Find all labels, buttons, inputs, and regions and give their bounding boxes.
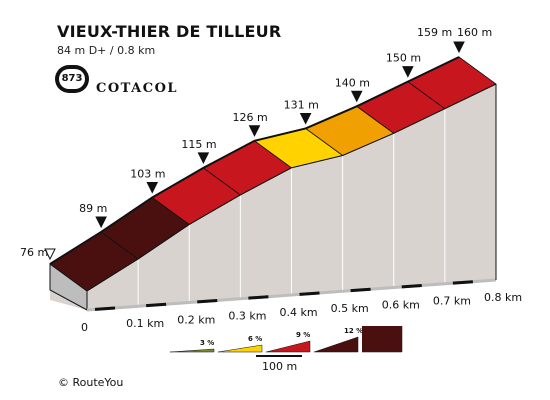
cotacol-badge: 873 <box>55 65 89 93</box>
legend-label: 3 % <box>200 339 214 347</box>
elevation-label: 159 m <box>417 26 452 39</box>
km-base-marker <box>94 306 116 311</box>
km-base-marker <box>146 302 167 308</box>
legend-swatch <box>313 336 359 353</box>
x-tick-label: 0.8 km <box>484 291 522 304</box>
legend-scale-label: 100 m <box>262 360 297 373</box>
elevation-marker <box>44 248 56 261</box>
elevation-label: 160 m <box>457 26 492 39</box>
km-base-marker <box>452 280 473 285</box>
km-base-marker <box>401 283 422 289</box>
x-tick-label: 0.2 km <box>177 313 215 326</box>
elevation-label: 103 m <box>130 167 165 180</box>
elevation-marker <box>402 66 414 78</box>
chart-subtitle: 84 m D+ / 0.8 km <box>57 44 156 57</box>
elevation-label: 131 m <box>284 98 319 111</box>
legend-swatch <box>169 348 215 353</box>
km-base-marker <box>350 287 371 293</box>
profile-lower-edge <box>86 83 497 292</box>
km-base-marker <box>248 295 269 300</box>
elevation-marker <box>350 90 363 103</box>
elevation-marker <box>248 125 261 137</box>
legend-label: 9 % <box>296 331 310 339</box>
elevation-label: 89 m <box>79 202 107 215</box>
legend-swatch <box>362 326 402 352</box>
chart-title: VIEUX-THIER DE TILLEUR <box>57 22 282 41</box>
x-tick-label: 0 <box>81 321 88 334</box>
x-tick-label: 0.7 km <box>433 295 471 308</box>
x-tick-label: 0.5 km <box>331 302 369 315</box>
copyright: © RouteYou <box>58 376 124 389</box>
elevation-marker <box>146 181 159 194</box>
x-tick-label: 0.6 km <box>382 298 420 311</box>
elevation-label: 140 m <box>335 76 370 89</box>
elevation-label: 150 m <box>386 52 421 65</box>
badge-number: 873 <box>59 69 85 89</box>
profile-side-face <box>50 84 496 310</box>
x-tick-label: 0.4 km <box>280 306 318 319</box>
legend-label: 6 % <box>248 335 262 343</box>
elevation-marker <box>299 112 312 125</box>
elevation-label: 115 m <box>181 138 216 151</box>
profile-top-edge <box>49 56 460 265</box>
elevation-marker <box>197 152 210 165</box>
elevation-marker <box>453 41 465 54</box>
brand-logo: COTACOL <box>96 81 179 96</box>
km-base-marker <box>197 298 218 304</box>
elevation-marker <box>95 216 107 229</box>
x-tick-label: 0.1 km <box>126 317 164 330</box>
km-base-marker <box>299 291 320 296</box>
legend-label: 12 % <box>344 327 363 335</box>
x-tick-label: 0.3 km <box>228 310 266 323</box>
elevation-label: 76 m <box>20 246 48 259</box>
legend-swatch <box>217 344 263 353</box>
legend-swatch <box>265 340 311 353</box>
elevation-label: 126 m <box>233 111 268 124</box>
